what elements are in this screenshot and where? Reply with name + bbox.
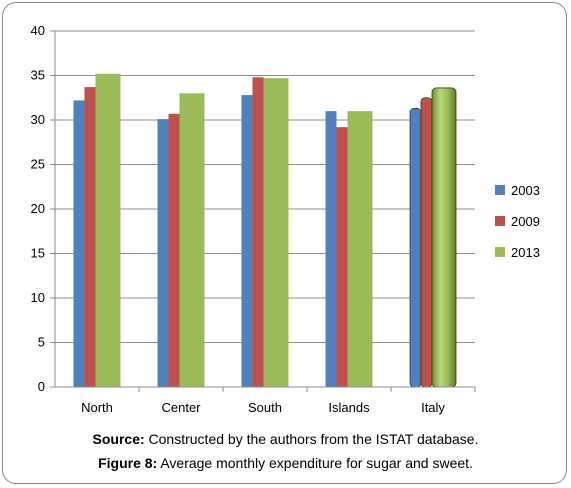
- figure-label: Figure 8:: [98, 455, 158, 471]
- legend-label: 2009: [511, 214, 540, 229]
- x-tick-label: South: [248, 400, 282, 415]
- bar-center-2003: [157, 119, 169, 388]
- figure-caption: Figure 8: Average monthly expenditure fo…: [0, 455, 571, 471]
- bar-italy-2013: [431, 87, 457, 388]
- bar-chart: 0 5 10 15 20 25 30 35 40 North Center South Islands I…: [31, 23, 540, 415]
- legend-label: 2013: [511, 245, 540, 260]
- bar-islands-2003: [325, 111, 337, 387]
- x-tick-label: Center: [161, 400, 201, 415]
- bar-south-2013: [263, 78, 289, 388]
- legend-swatch-2003: [495, 185, 505, 195]
- bar-center-2013: [179, 93, 205, 388]
- figure-text: Average monthly expenditure for sugar an…: [157, 455, 473, 471]
- x-tick-label: Italy: [421, 400, 445, 415]
- legend-label: 2003: [511, 183, 540, 198]
- y-tick-label: 20: [31, 201, 45, 216]
- y-tick-label: 15: [31, 246, 45, 261]
- bar-center-2009: [168, 113, 180, 388]
- y-tick-label: 35: [31, 68, 45, 83]
- legend-swatch-2009: [495, 216, 505, 226]
- y-tick-label: 0: [38, 379, 45, 394]
- bar-islands-2009: [336, 127, 348, 388]
- y-tick-label: 30: [31, 112, 45, 127]
- bar-north-2003: [73, 100, 85, 388]
- source-text: Constructed by the authors from the ISTA…: [144, 431, 479, 447]
- bar-south-2003: [241, 95, 253, 387]
- bar-italy-2003: [409, 108, 422, 388]
- bar-north-2013: [95, 73, 121, 387]
- x-tick-label: Islands: [328, 400, 370, 415]
- bar-italy-2009: [420, 97, 433, 388]
- y-tick-label: 40: [31, 23, 45, 38]
- bar-north-2009: [84, 87, 96, 387]
- legend-swatch-2013: [495, 247, 505, 257]
- y-tick-label: 10: [31, 290, 45, 305]
- source-caption: Source: Constructed by the authors from …: [0, 431, 571, 447]
- source-label: Source:: [92, 431, 145, 447]
- y-tick-label: 25: [31, 157, 45, 172]
- bar-islands-2013: [347, 111, 373, 387]
- bar-south-2009: [252, 77, 264, 387]
- y-tick-label: 5: [38, 335, 45, 350]
- x-tick-label: North: [81, 400, 113, 415]
